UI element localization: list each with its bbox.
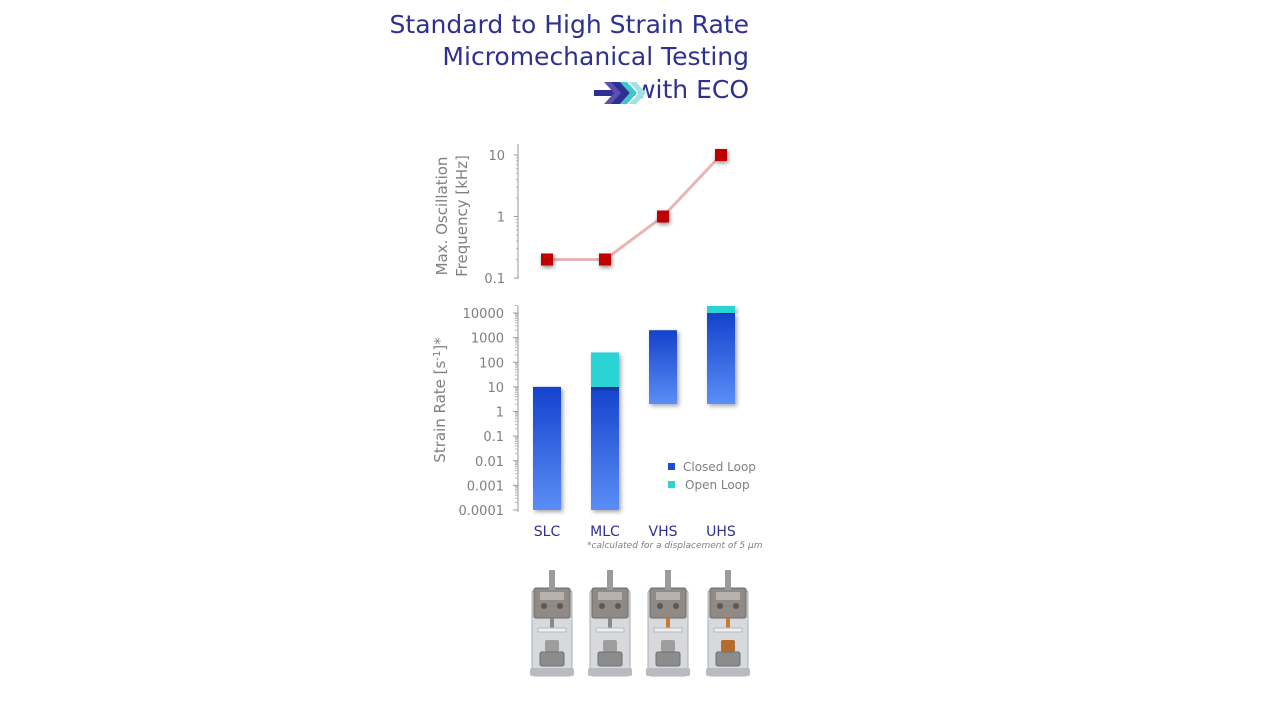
closed-loop-bar-slc [533, 386, 561, 510]
title-line-3: with ECO [635, 75, 749, 104]
frequency-point-slc [541, 253, 553, 266]
category-label-uhs: UHS [706, 524, 736, 540]
legend-open-loop-label: Open Loop [685, 478, 750, 492]
footnote: *calculated for a displacement of 5 µm [587, 541, 763, 551]
category-label-slc: SLC [534, 524, 561, 540]
device-photo-1 [530, 570, 574, 677]
title-line-1: Standard to High Strain Rate [389, 10, 749, 39]
device-photos [530, 570, 750, 677]
legend-open-loop-swatch [668, 481, 675, 488]
closed-loop-bar-uhs [707, 313, 735, 405]
strain-rate-ytick-label: 0.1 [483, 430, 504, 445]
open-loop-bar-uhs [707, 306, 735, 313]
frequency-point-mlc [599, 253, 611, 266]
device-photo-3 [646, 570, 690, 677]
closed-loop-bar-vhs [649, 330, 677, 405]
chevron-arrows-icon [594, 82, 646, 104]
frequency-ytick-label: 1 [497, 211, 505, 226]
category-label-vhs: VHS [649, 524, 678, 540]
open-loop-bar-mlc [591, 352, 619, 387]
category-label-mlc: MLC [590, 524, 620, 540]
closed-loop-bar-mlc [591, 386, 619, 510]
strain-rate-ytick-label: 1 [496, 406, 504, 421]
frequency-point-vhs [657, 210, 669, 223]
frequency-ylabel-line1: Max. Oscillation [433, 157, 451, 276]
strain-rate-ytick-label: 100 [479, 356, 504, 371]
strain-rate-ytick-label: 0.001 [467, 479, 504, 494]
legend-closed-loop-label: Closed Loop [683, 460, 756, 474]
strain-rate-ytick-label: 10000 [463, 307, 504, 322]
legend-closed-loop-swatch [668, 463, 675, 470]
frequency-chart: Max. Oscillation Frequency [kHz] 0.1 1 10 [433, 144, 727, 287]
frequency-ylabel-line2: Frequency [kHz] [453, 155, 471, 277]
strain-rate-ytick-label: 0.0001 [459, 504, 505, 519]
device-photo-2 [588, 570, 632, 677]
strain-rate-ylabel: Strain Rate [s-1]* [431, 337, 449, 463]
strain-rate-ytick-label: 10 [487, 381, 504, 396]
strain-rate-ytick-label: 0.01 [475, 455, 504, 470]
device-photo-4 [706, 570, 750, 677]
title-line-2: Micromechanical Testing [442, 42, 749, 71]
strain-rate-ytick-label: 1000 [471, 332, 504, 347]
frequency-ytick-label: 0.1 [484, 272, 505, 287]
frequency-ytick-label: 10 [488, 149, 505, 164]
frequency-series-line [547, 153, 723, 261]
frequency-point-uhs [715, 149, 727, 161]
